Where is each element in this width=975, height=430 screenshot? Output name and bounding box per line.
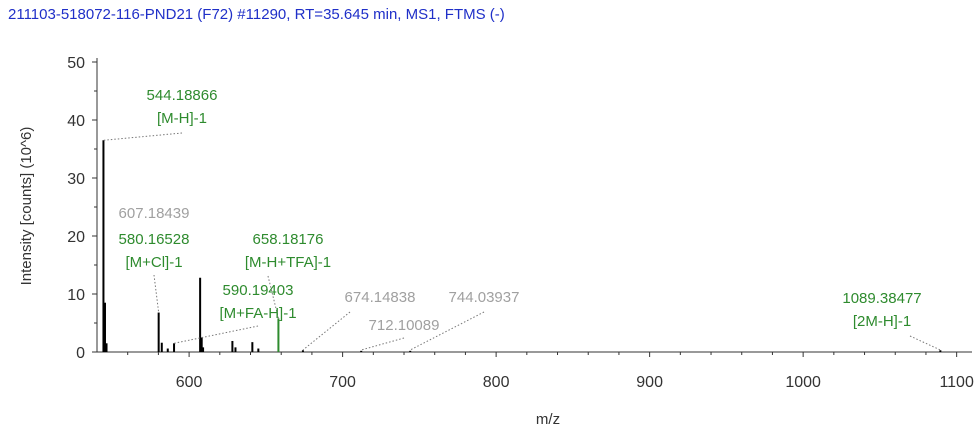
x-tick-label: 1000 <box>785 374 821 391</box>
peak-annotation-label: 658.18176 <box>253 231 324 248</box>
peak-annotation-label: 1089.38477 <box>842 290 921 307</box>
annotation-leader-line <box>361 337 405 351</box>
annotation-leader-line <box>173 325 259 344</box>
peak-annotation-label: [M+FA-H]-1 <box>219 305 296 322</box>
chart-title: 211103-518072-116-PND21 (F72) #11290, RT… <box>8 6 505 23</box>
annotation-leader-line <box>103 132 183 141</box>
peak-annotation-label: 607.18439 <box>119 205 190 222</box>
y-axis-label: Intensity [counts] (10^6) <box>18 127 35 286</box>
peak-annotation-label: 744.03937 <box>449 289 520 306</box>
peak-annotation-label: [M-H]-1 <box>157 110 207 127</box>
x-tick-label: 1100 <box>939 374 974 391</box>
annotation-leader-line <box>153 274 160 313</box>
annotation-leader-line <box>267 275 279 319</box>
y-tick-label: 50 <box>67 55 85 72</box>
x-tick-label: 900 <box>636 374 663 391</box>
x-tick-label: 800 <box>483 374 510 391</box>
peak-annotation-label: [M-H+TFA]-1 <box>245 254 331 271</box>
axes: 600 700 800 900 1000 1100 0 10 20 30 40 50 <box>67 55 974 391</box>
y-tick-label: 30 <box>67 171 85 188</box>
y-tick-label: 10 <box>67 287 85 304</box>
y-tick-label: 40 <box>67 113 85 130</box>
peak-annotation-label: 712.10089 <box>369 317 440 334</box>
x-tick-label: 600 <box>176 374 203 391</box>
y-tick-label: 20 <box>67 229 85 246</box>
x-axis-label: m/z <box>536 411 560 428</box>
peaks <box>102 140 942 352</box>
annotation-leader-line <box>302 311 351 351</box>
peak-annotation-label: 580.16528 <box>119 231 190 248</box>
peak-annotation-label: [M+Cl]-1 <box>125 254 182 271</box>
annotations: 544.18866 [M-H]-1 607.18439 580.16528 [M+Cl]… <box>103 87 941 351</box>
y-tick-label: 0 <box>76 345 85 362</box>
annotation-leader-line <box>909 335 941 351</box>
x-tick-label: 700 <box>329 374 356 391</box>
peak-annotation-label: 544.18866 <box>147 87 218 104</box>
peak-annotation-label: 674.14838 <box>345 289 416 306</box>
peak-annotation-label: [2M-H]-1 <box>853 313 911 330</box>
peak-annotation-label: 590.19403 <box>223 282 294 299</box>
